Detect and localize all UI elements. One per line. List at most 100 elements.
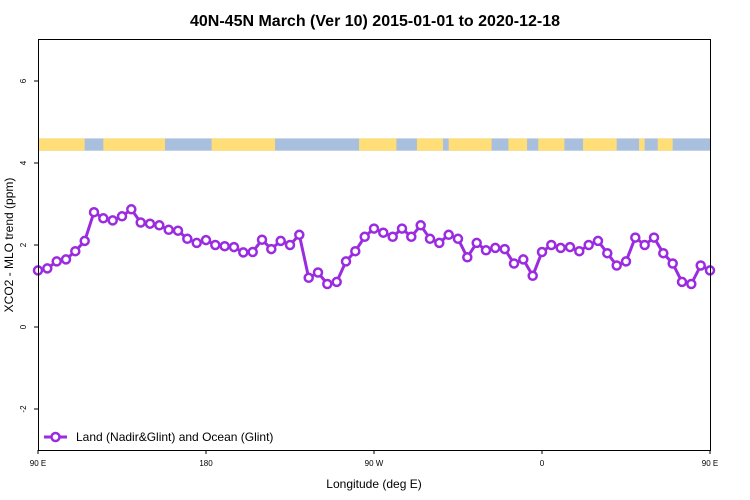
data-point [42, 263, 53, 274]
data-point [686, 278, 697, 290]
data-point [219, 240, 230, 252]
land-segment [639, 138, 645, 151]
y-axis: -2 0 2 4 6 [19, 78, 38, 413]
data-point [452, 233, 464, 245]
land-segment [448, 138, 492, 151]
data-point [564, 241, 576, 253]
data-point [574, 245, 585, 257]
data-point [620, 256, 632, 267]
y-tick-label: 2 [19, 242, 28, 247]
data-point [331, 276, 342, 288]
data-point [368, 223, 380, 234]
data-point [415, 220, 426, 231]
data-point [536, 246, 548, 258]
data-point [163, 224, 174, 236]
data-point [406, 231, 417, 243]
data-point [60, 254, 72, 265]
data-point [266, 243, 277, 255]
data-point [387, 231, 398, 243]
data-point [527, 270, 538, 282]
data-point [611, 260, 622, 271]
data-point [322, 278, 333, 290]
data-point [172, 225, 184, 236]
data-point [424, 233, 436, 245]
data-point [275, 235, 286, 247]
data-point [695, 260, 706, 271]
data-point [107, 215, 118, 226]
x-tick-label: 90 W [365, 459, 384, 468]
data-point [51, 256, 62, 267]
y-tick-label: 0 [19, 324, 28, 329]
land-segment [657, 138, 673, 151]
land-segment [38, 138, 85, 151]
x-tick-label: 0 [540, 459, 545, 468]
land-segment [359, 138, 397, 151]
data-point [508, 258, 520, 269]
data-point [658, 247, 669, 259]
land-segment [211, 138, 276, 151]
data-point [499, 243, 510, 255]
data-point [182, 233, 193, 245]
data-point [256, 234, 268, 245]
data-point [200, 234, 212, 246]
land-segment [583, 138, 617, 151]
data-point [312, 267, 324, 278]
legend: Land (Nadir&Glint) and Ocean (Glint) [44, 430, 273, 444]
data-point [70, 245, 81, 257]
plot-frame [38, 39, 711, 451]
data-point [490, 242, 501, 254]
data-point [144, 218, 156, 229]
x-axis-label: Longitude (deg E) [326, 477, 421, 491]
data-point [396, 223, 408, 234]
data-point [555, 242, 566, 254]
data-point [210, 239, 221, 251]
data-point [639, 239, 650, 251]
data-point [546, 239, 557, 251]
series-layer [32, 204, 716, 290]
data-point [79, 235, 90, 247]
data-point [126, 204, 137, 215]
data-point [592, 235, 604, 247]
data-point [471, 237, 482, 249]
y-tick-label: 4 [19, 160, 28, 165]
y-tick-label: -2 [19, 405, 28, 413]
data-point [443, 229, 454, 241]
data-point [247, 246, 258, 258]
data-point [135, 217, 146, 228]
data-point [98, 213, 109, 224]
data-point [648, 232, 660, 243]
data-point [676, 276, 688, 288]
data-point [462, 252, 473, 263]
data-point [154, 220, 165, 231]
legend-entry-label: Land (Nadir&Glint) and Ocean (Glint) [76, 430, 273, 444]
data-point [480, 245, 492, 256]
data-point [88, 206, 100, 218]
data-point [294, 229, 305, 241]
data-point [583, 239, 594, 251]
land-segment [508, 138, 528, 151]
land-segment [103, 138, 165, 151]
data-point [518, 254, 529, 265]
data-point [602, 247, 613, 259]
x-tick-label: 180 [199, 459, 213, 468]
x-tick-label: 90 E [30, 459, 46, 468]
data-point [359, 231, 370, 243]
data-point [378, 227, 389, 238]
legend-point-symbol [50, 431, 61, 443]
data-point [303, 272, 314, 284]
data-point [191, 237, 202, 249]
data-point [630, 232, 641, 243]
data-point [667, 258, 678, 269]
chart-title: 40N-45N March (Ver 10) 2015-01-01 to 202… [190, 13, 560, 30]
land-ocean-band [38, 138, 710, 151]
data-point [238, 247, 249, 258]
y-axis-label: XCO2 - MLO trend (ppm) [2, 178, 16, 313]
data-point [350, 245, 361, 257]
data-point [434, 237, 445, 249]
y-tick-label: 6 [19, 78, 28, 83]
data-point [340, 256, 352, 267]
x-axis: 90 E 180 90 W 0 90 E [30, 450, 718, 468]
land-segment [538, 138, 565, 151]
x-tick-label: 90 E [702, 459, 718, 468]
